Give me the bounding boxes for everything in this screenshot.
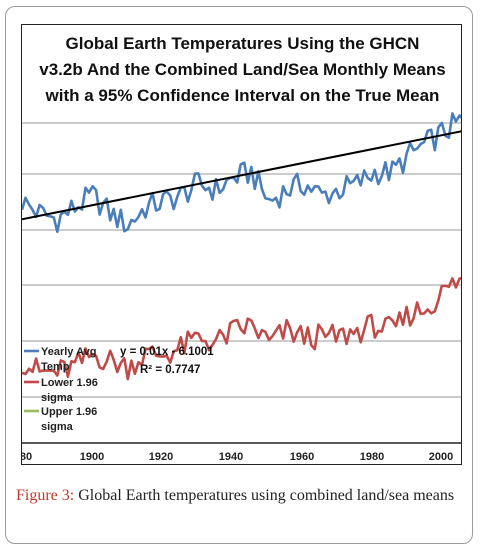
- trend-r-squared: R² = 0.7747: [140, 364, 200, 376]
- x-tick-label-0: 80: [22, 451, 32, 463]
- chart-title-line-0: Global Earth Temperatures Using the GHCN: [66, 34, 420, 53]
- x-axis-band: [22, 443, 461, 464]
- legend-label-2-1: sigma: [41, 421, 74, 433]
- trend-line: [22, 130, 461, 221]
- temperature-chart: Global Earth Temperatures Using the GHCN…: [22, 25, 461, 464]
- legend-label-0-1: Temp: [41, 361, 70, 373]
- chart-title-line-2: with a 95% Confidence Interval on the Tr…: [45, 86, 440, 105]
- series-line-0: [22, 112, 461, 233]
- caption-label: Figure 3:: [16, 487, 75, 504]
- chart-panel: Global Earth Temperatures Using the GHCN…: [21, 24, 462, 465]
- x-tick-label-4: 1960: [290, 451, 314, 463]
- chart-title-line-1: v3.2b And the Combined Land/Sea Monthly …: [39, 60, 445, 79]
- x-tick-label-6: 2000: [429, 451, 453, 463]
- figure-caption: Figure 3: Global Earth temperatures usin…: [16, 485, 464, 506]
- legend-label-0-0: Yearly Avg: [41, 346, 96, 358]
- x-tick-label-3: 1940: [219, 451, 243, 463]
- caption-text: Global Earth temperatures using combined…: [74, 487, 455, 504]
- series-line-1: [22, 277, 461, 381]
- legend-label-2-0: Upper 1.96: [41, 406, 97, 418]
- x-tick-label-1: 1900: [80, 451, 104, 463]
- title-background: [22, 25, 461, 109]
- legend-label-1-0: Lower 1.96: [41, 377, 98, 389]
- x-tick-label-2: 1920: [149, 451, 173, 463]
- x-tick-label-5: 1980: [360, 451, 384, 463]
- trend-equation: y = 0.01x - 6.1001: [120, 346, 214, 358]
- legend-label-1-1: sigma: [41, 392, 74, 404]
